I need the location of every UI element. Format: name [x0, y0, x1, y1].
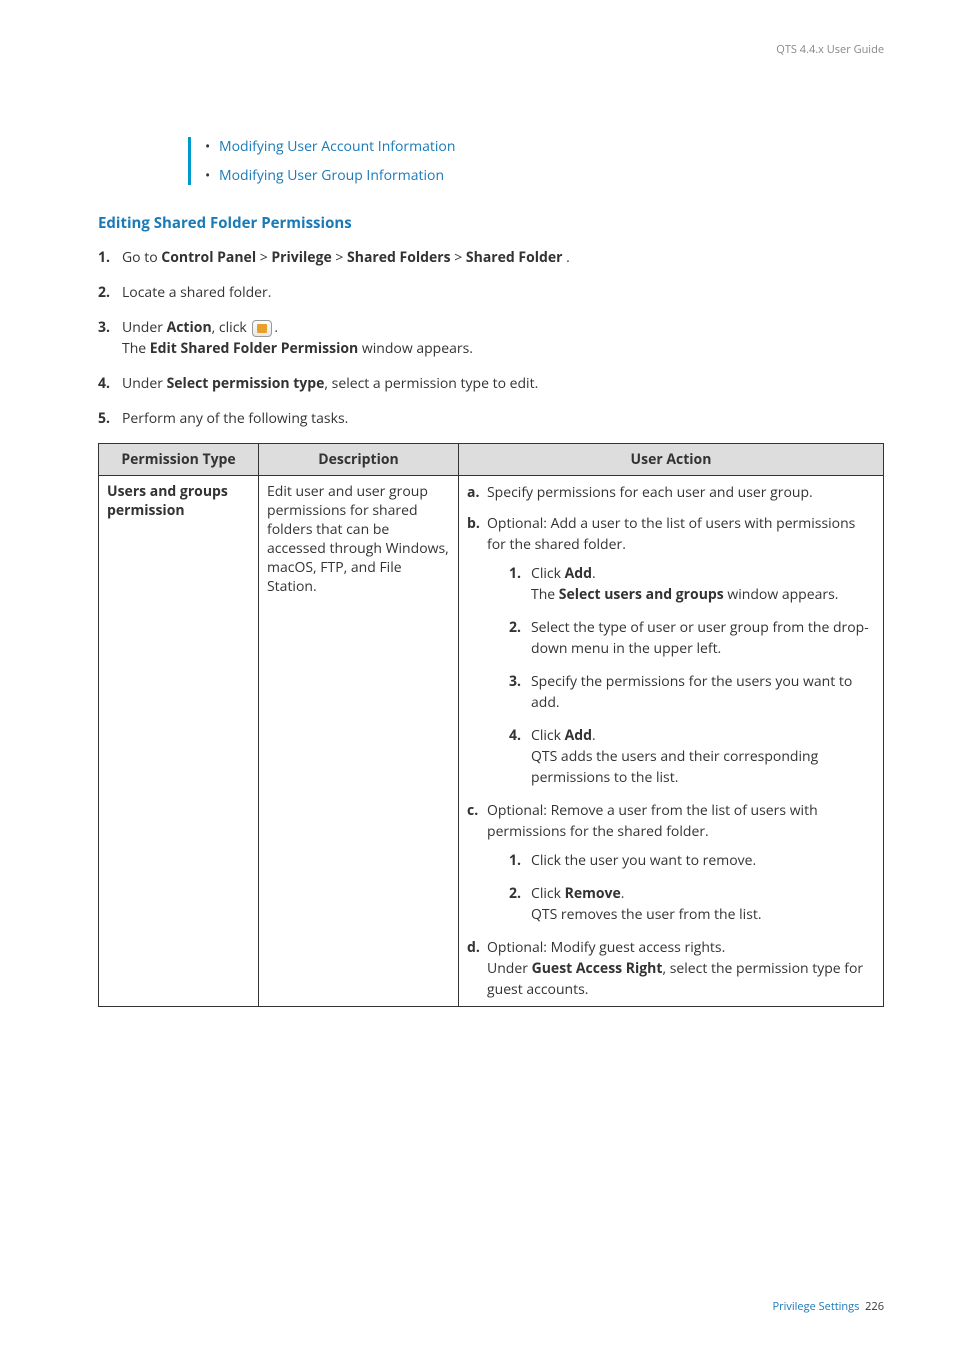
ua-item-d: d.Optional: Modify guest access rights. … [467, 937, 875, 1000]
cell-user-action: a. Specify permissions for each user and … [459, 476, 884, 1007]
text: . [592, 726, 596, 745]
text: Under [122, 318, 167, 337]
bold-label: Select permission type [167, 374, 325, 393]
ua-item-b: b. Optional: Add a user to the list of us… [467, 513, 875, 788]
note-link-item: Modifying User Account Information [219, 137, 884, 156]
footer-section: Privilege Settings [772, 1299, 859, 1314]
table-row: Users and groups permission Edit user an… [99, 476, 884, 1007]
note-link-item: Modifying User Group Information [219, 166, 884, 185]
breadcrumb-part: Privilege [271, 248, 331, 267]
bold-label: Guest Access Right [532, 959, 663, 978]
bold-label: Action [167, 318, 212, 337]
text: Optional: Modify guest access rights. [487, 938, 725, 957]
sub-step: Click the user you want to remove. [509, 850, 875, 871]
text: Optional: Add a user to the list of user… [487, 514, 855, 554]
sub-step: Select the type of user or user group fr… [509, 617, 875, 659]
text: The [122, 339, 150, 358]
page-footer: Privilege Settings 226 [772, 1299, 884, 1314]
page-content: Modifying User Account Information Modif… [0, 57, 954, 1007]
text: . [592, 564, 596, 583]
page-number: 226 [865, 1299, 884, 1314]
sub-step: Click Add. QTS adds the users and their … [509, 725, 875, 788]
text: window appears. [724, 585, 839, 604]
bold-label: Add [565, 726, 592, 745]
text: Under [487, 959, 532, 978]
note-bar: Modifying User Account Information Modif… [188, 137, 884, 185]
list-label: d. [467, 937, 480, 958]
step-3: Under Action, click . The Edit Shared Fo… [98, 317, 884, 359]
link-modify-user-account[interactable]: Modifying User Account Information [219, 137, 455, 156]
permission-type-label: Users and groups permission [107, 482, 228, 520]
permissions-table: Permission Type Description User Action … [98, 443, 884, 1007]
text: Optional: Remove a user from the list of… [487, 801, 818, 841]
sub-step: Click Remove. QTS removes the user from … [509, 883, 875, 925]
text: , select a permission type to edit. [324, 374, 538, 393]
text: window appears. [358, 339, 473, 358]
text: . [621, 884, 625, 903]
sub-step: Click Add. The Select users and groups w… [509, 563, 875, 605]
breadcrumb-part: Shared Folder [466, 248, 563, 267]
th-description: Description [259, 444, 459, 476]
list-label: a. [467, 482, 479, 503]
step-4: Under Select permission type, select a p… [98, 373, 884, 394]
text: Click [531, 726, 565, 745]
ua-item-a: a. Specify permissions for each user and … [467, 482, 875, 503]
text: Specify permissions for each user and us… [487, 483, 813, 502]
separator: > [256, 248, 271, 267]
text: Go to [122, 248, 161, 267]
step-5: Perform any of the following tasks. [98, 408, 884, 429]
cell-description: Edit user and user group permissions for… [259, 476, 459, 1007]
cell-permission-type: Users and groups permission [99, 476, 259, 1007]
separator: > [451, 248, 466, 267]
text: , click [212, 318, 251, 337]
step-1: Go to Control Panel > Privilege > Shared… [98, 247, 884, 268]
guide-title: QTS 4.4.x User Guide [776, 42, 884, 57]
list-label: c. [467, 800, 478, 821]
steps-list: Go to Control Panel > Privilege > Shared… [98, 247, 884, 429]
list-label: b. [467, 513, 480, 534]
step-2: Locate a shared folder. [98, 282, 884, 303]
bold-label: Remove [565, 884, 621, 903]
ua-item-c: c. Optional: Remove a user from the list … [467, 800, 875, 925]
text: QTS removes the user from the list. [531, 905, 762, 924]
bold-label: Edit Shared Folder Permission [150, 339, 358, 358]
text: Click [531, 884, 565, 903]
link-modify-user-group[interactable]: Modifying User Group Information [219, 166, 444, 185]
sub-step: Specify the permissions for the users yo… [509, 671, 875, 713]
separator: > [332, 248, 347, 267]
th-permission-type: Permission Type [99, 444, 259, 476]
text: . [563, 248, 570, 267]
page-header: QTS 4.4.x User Guide [0, 0, 954, 57]
action-icon [252, 320, 272, 337]
breadcrumb-part: Control Panel [161, 248, 256, 267]
text: QTS adds the users and their correspondi… [531, 747, 818, 787]
text: Under [122, 374, 167, 393]
text: . [274, 318, 278, 337]
bold-label: Select users and groups [559, 585, 724, 604]
text: Click [531, 564, 565, 583]
text: The [531, 585, 559, 604]
th-user-action: User Action [459, 444, 884, 476]
section-title: Editing Shared Folder Permissions [98, 213, 884, 233]
breadcrumb-part: Shared Folders [347, 248, 451, 267]
bold-label: Add [565, 564, 592, 583]
